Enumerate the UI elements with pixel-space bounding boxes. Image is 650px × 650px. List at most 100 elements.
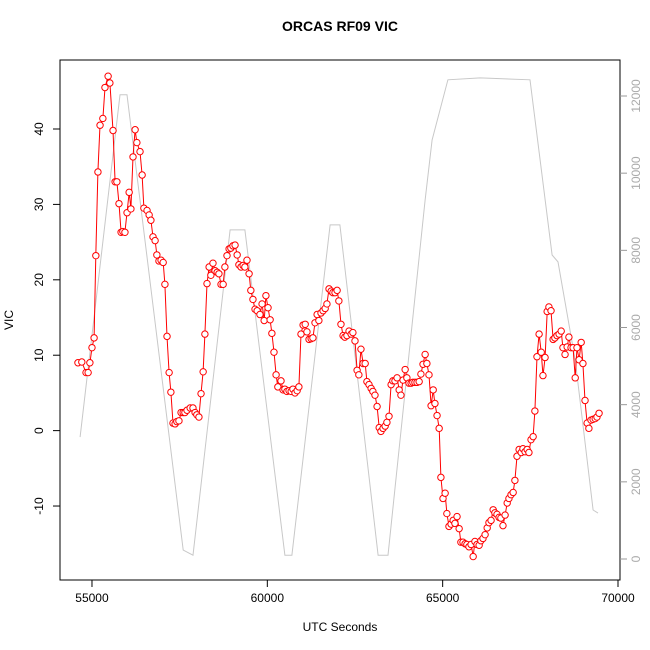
point — [579, 359, 587, 368]
x-tick-label: 65000 — [426, 591, 460, 605]
point — [577, 338, 585, 347]
point — [301, 320, 309, 328]
point — [357, 345, 365, 353]
point — [315, 316, 323, 325]
point — [441, 489, 449, 497]
point — [401, 365, 409, 374]
point — [335, 297, 343, 305]
point — [262, 291, 270, 300]
point — [195, 413, 203, 421]
y2-tick-label: 6000 — [629, 314, 643, 341]
point — [159, 258, 167, 267]
y2-tick-label: 4000 — [629, 391, 643, 418]
x-tick-label: 60000 — [251, 591, 285, 605]
point — [90, 334, 98, 342]
point — [268, 329, 276, 338]
point — [270, 348, 278, 356]
y-tick-label: 40 — [32, 122, 46, 136]
point — [481, 530, 489, 539]
point — [256, 310, 264, 319]
point — [535, 330, 543, 338]
y2-tick-label: 12000 — [629, 79, 643, 113]
point — [451, 519, 459, 528]
point — [295, 383, 303, 391]
point — [203, 279, 211, 288]
y-tick-label: 20 — [32, 273, 46, 287]
point — [113, 178, 121, 186]
point — [161, 280, 169, 289]
point — [397, 391, 405, 399]
point — [249, 295, 257, 304]
point — [215, 270, 223, 278]
point — [531, 407, 539, 415]
point — [565, 333, 573, 341]
point — [78, 358, 86, 366]
point — [99, 114, 107, 123]
y2-tick-label: 0 — [629, 555, 643, 562]
point — [351, 337, 359, 345]
point — [231, 241, 239, 249]
point — [453, 512, 461, 521]
point — [373, 402, 381, 411]
point — [243, 256, 251, 264]
point — [233, 251, 241, 259]
point — [415, 377, 423, 386]
point — [104, 72, 112, 80]
point — [88, 343, 96, 352]
point — [277, 377, 285, 385]
point — [371, 391, 379, 399]
series-line — [77, 74, 600, 557]
point — [131, 126, 139, 134]
point — [109, 126, 117, 135]
point — [86, 359, 94, 367]
point — [433, 411, 441, 420]
x-tick-label: 70000 — [601, 591, 635, 605]
point — [209, 259, 217, 267]
x-axis-label: UTC Seconds — [303, 620, 378, 634]
point — [425, 371, 433, 379]
point — [297, 330, 305, 338]
point — [573, 343, 581, 352]
point — [167, 388, 175, 396]
y2-tick-label: 10000 — [629, 156, 643, 190]
point — [129, 153, 137, 161]
point — [272, 371, 280, 379]
point — [165, 368, 173, 377]
point — [151, 236, 159, 245]
point — [127, 205, 135, 213]
point — [541, 353, 549, 362]
point — [84, 368, 92, 377]
point — [201, 330, 209, 338]
point — [219, 280, 227, 289]
point — [421, 350, 429, 359]
point — [561, 350, 569, 359]
point — [101, 83, 109, 92]
point — [115, 199, 123, 208]
point — [509, 488, 517, 497]
point — [571, 374, 579, 382]
point — [147, 216, 155, 224]
point — [175, 417, 183, 425]
point — [595, 409, 603, 417]
point — [529, 432, 537, 441]
point — [92, 251, 100, 260]
point — [361, 359, 369, 368]
point — [199, 368, 207, 376]
point — [355, 371, 363, 379]
point — [537, 348, 545, 356]
point — [429, 386, 437, 394]
point — [539, 371, 547, 380]
point — [333, 286, 341, 295]
point — [96, 121, 104, 129]
point — [121, 228, 129, 237]
point — [585, 424, 593, 433]
point — [133, 138, 141, 147]
point — [547, 307, 555, 315]
point — [138, 171, 146, 179]
point — [525, 448, 533, 457]
x-tick-label: 55000 — [75, 591, 109, 605]
point — [258, 300, 266, 308]
point — [309, 334, 317, 342]
point — [431, 399, 439, 408]
point — [443, 509, 451, 518]
